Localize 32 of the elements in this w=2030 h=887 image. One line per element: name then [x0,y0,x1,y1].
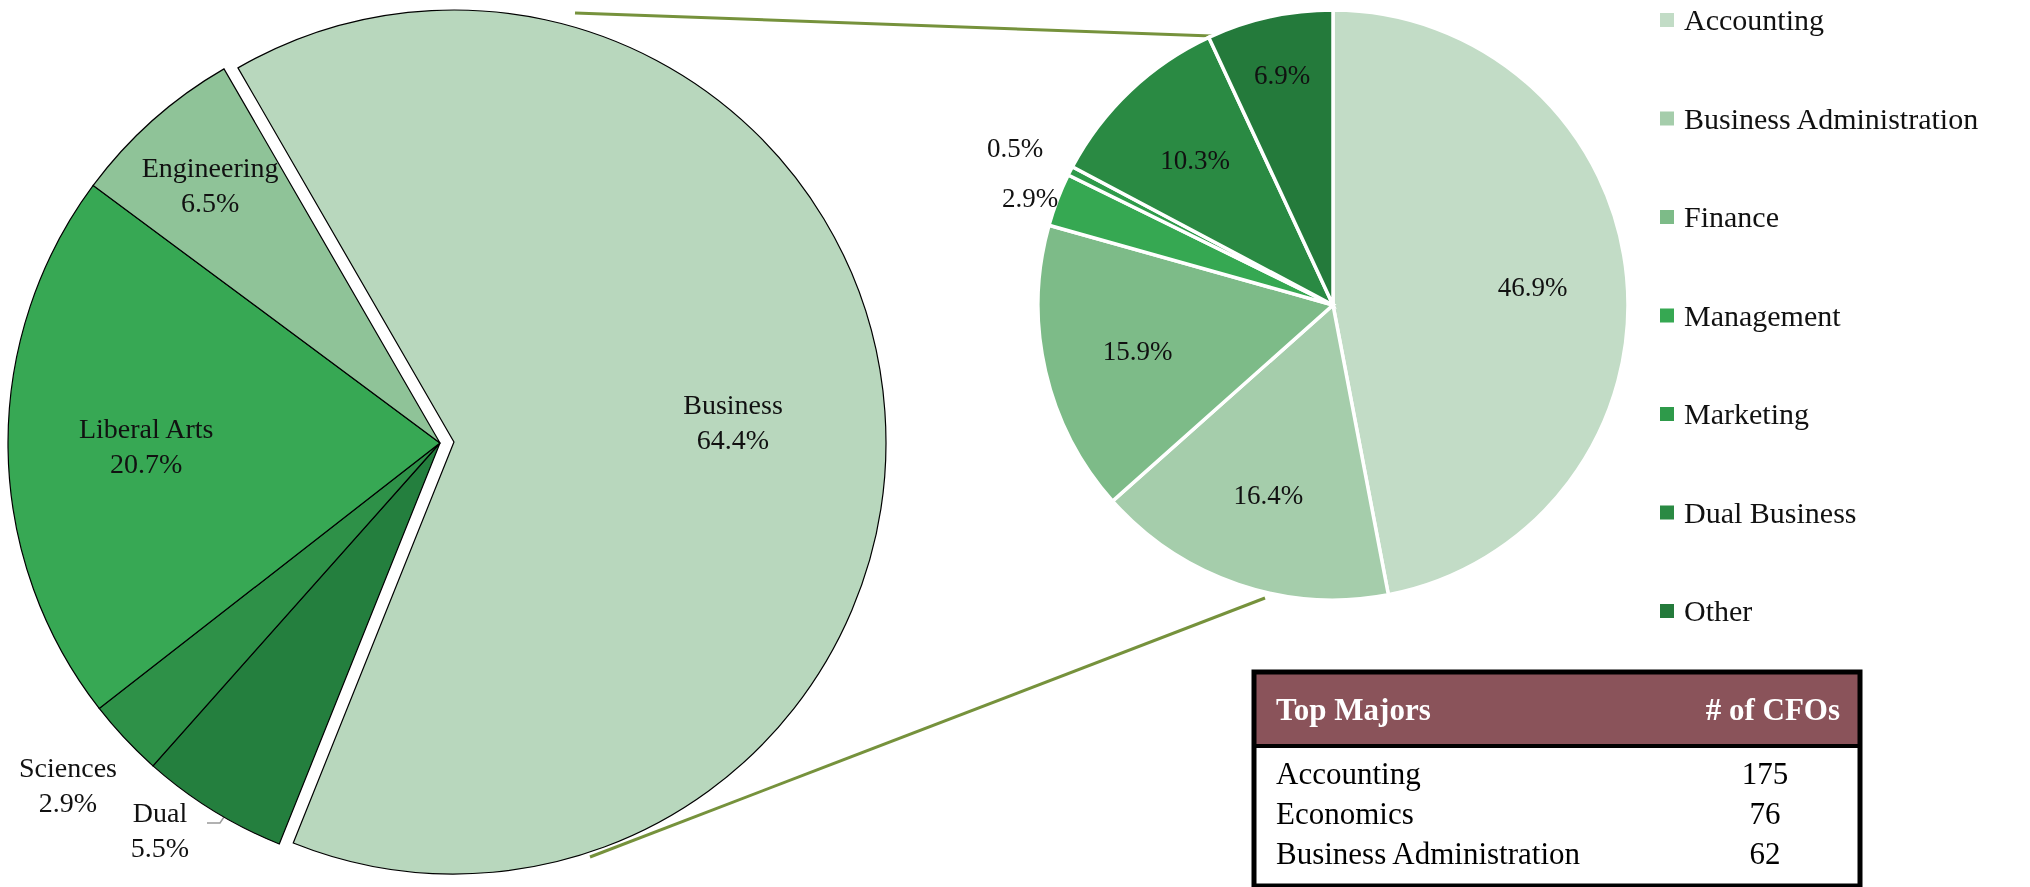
category-label: Business Administration [1276,836,1581,871]
data-label: 6.9% [1254,60,1311,90]
data-label: 10.3% [1160,144,1230,175]
data-label: 15.9% [1102,335,1173,366]
slice-label: Liberal Arts [78,412,214,444]
text: # of CFOs [1705,692,1840,727]
legend-label: Marketing [1684,397,1809,430]
legend-label: Finance [1684,200,1779,233]
data-label: 46.9% [1497,271,1568,302]
legend-label: Dual Business [1684,495,1857,529]
text: Top Majors [1276,692,1431,727]
data-label: 2.9% [1001,183,1059,214]
data-label: 6.5% [180,186,240,218]
data-label: 76 [1749,796,1781,831]
legend-label: Accounting [1684,3,1824,36]
legend-label: Other [1684,594,1753,627]
data-label: 20.7% [110,447,183,479]
category-label: Economics [1276,796,1414,831]
slice-label: Sciences [19,751,117,783]
legend-label: Management [1684,298,1842,332]
category-label: Accounting [1276,756,1421,791]
data-label: 62 [1749,836,1781,871]
slice-label: Business [683,388,783,420]
data-label: 0.5% [986,133,1044,164]
data-label: 2.9% [38,786,98,818]
data-label: 64.4% [696,423,770,455]
data-label: 175 [1741,756,1789,791]
slice-label: Engineering [141,151,279,183]
legend-label: Business Administration [1684,101,1979,135]
data-label: 16.4% [1233,480,1304,511]
data-label: 5.5% [130,831,190,863]
slice-label: Dual [132,796,188,828]
